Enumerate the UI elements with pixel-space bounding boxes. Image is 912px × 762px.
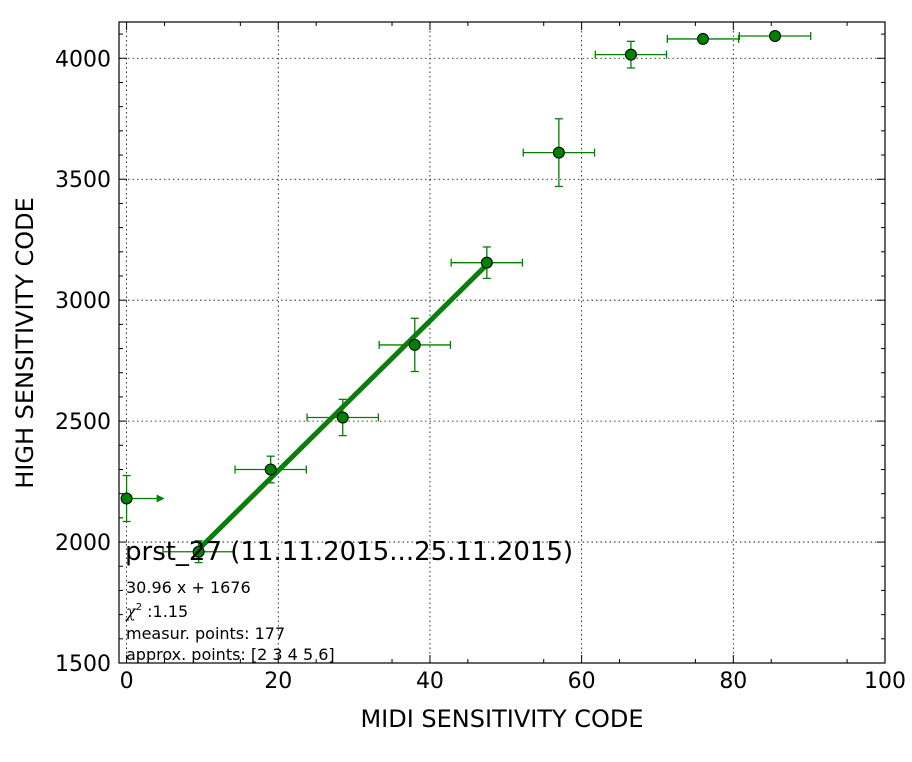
data-point — [624, 48, 637, 61]
ticks — [119, 22, 886, 664]
x-tick-label: 20 — [264, 669, 292, 694]
data-point — [120, 492, 133, 505]
chart-annotation-title: prst_27 (11.11.2015...25.11.2015) — [125, 537, 573, 567]
chi2-superscript: 2 — [136, 602, 142, 613]
y-tick-label: 2000 — [55, 531, 111, 556]
data-point — [696, 32, 709, 45]
y-tick-label: 3000 — [55, 289, 111, 314]
points-group — [120, 30, 812, 564]
data-point — [336, 411, 349, 424]
x-tick-label: 100 — [864, 669, 906, 694]
plot-background — [119, 22, 885, 663]
data-point — [552, 146, 565, 159]
chi2-number: :1.15 — [142, 602, 188, 621]
y-axis-label: HIGH SENSITIVITY CODE — [11, 197, 39, 489]
x-tick-label: 40 — [416, 669, 444, 694]
chi2-symbol: χ — [125, 602, 137, 621]
data-point — [264, 463, 277, 476]
x-tick-label: 80 — [719, 669, 747, 694]
y-tick-label: 2500 — [55, 410, 111, 435]
data-point — [192, 545, 205, 558]
x-tick-label: 0 — [120, 669, 134, 694]
y-tick-label: 4000 — [55, 47, 111, 72]
y-tick-label: 1500 — [55, 652, 111, 677]
data-point — [480, 256, 493, 269]
x-axis-label: MIDI SENSITIVITY CODE — [360, 705, 643, 733]
x-tick-label: 60 — [568, 669, 596, 694]
approx-points: approx. points: [2 3 4 5 6] — [126, 645, 335, 664]
plot-frame — [118, 21, 886, 664]
data-point — [408, 338, 421, 351]
grid — [119, 22, 885, 663]
measur-points: measur. points: 177 — [126, 624, 285, 643]
tick-labels: 0 20 40 60 80 100 1500 2000 2500 3000 3500 4000 — [55, 47, 906, 694]
chi2-value: χ2 :1.15 — [125, 602, 188, 621]
data-point — [769, 30, 782, 43]
limit-arrow-head — [156, 494, 165, 503]
fit-equation: 30.96 x + 1676 — [126, 578, 251, 597]
y-tick-label: 3500 — [55, 168, 111, 193]
